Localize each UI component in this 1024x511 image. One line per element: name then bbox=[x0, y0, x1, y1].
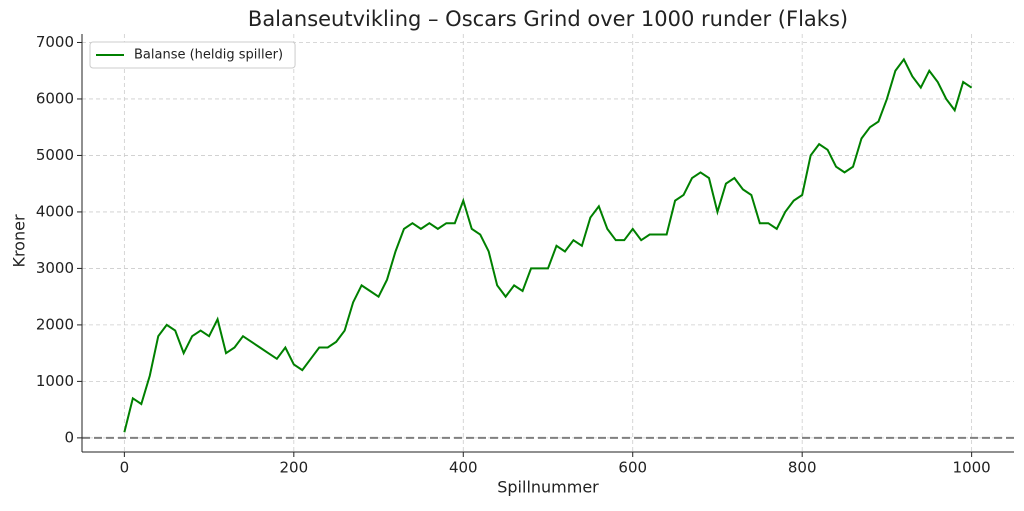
x-tick-label: 0 bbox=[120, 459, 130, 477]
y-axis-label: Kroner bbox=[10, 214, 29, 267]
y-tick-label: 4000 bbox=[36, 202, 74, 220]
chart-title: Balanseutvikling – Oscars Grind over 100… bbox=[248, 7, 848, 31]
x-tick-label: 400 bbox=[449, 459, 478, 477]
y-tick-label: 7000 bbox=[36, 33, 74, 51]
y-tick-label: 2000 bbox=[36, 315, 74, 333]
x-tick-label: 1000 bbox=[953, 459, 991, 477]
legend-box bbox=[89, 41, 296, 69]
y-tick-label: 6000 bbox=[36, 89, 74, 107]
x-tick-label: 200 bbox=[279, 459, 308, 477]
x-tick-label: 800 bbox=[788, 459, 817, 477]
x-axis-label: Spillnummer bbox=[497, 478, 599, 497]
x-tick-label: 600 bbox=[618, 459, 647, 477]
legend-label: Balanse (heldig spiller) bbox=[134, 48, 283, 63]
y-tick-label: 5000 bbox=[36, 146, 74, 164]
y-tick-label: 3000 bbox=[36, 259, 74, 277]
data-line bbox=[123, 57, 973, 433]
y-tick-label: 0 bbox=[64, 428, 74, 446]
y-tick-label: 1000 bbox=[36, 372, 74, 390]
legend: Balanse (heldig spiller) bbox=[89, 41, 296, 69]
